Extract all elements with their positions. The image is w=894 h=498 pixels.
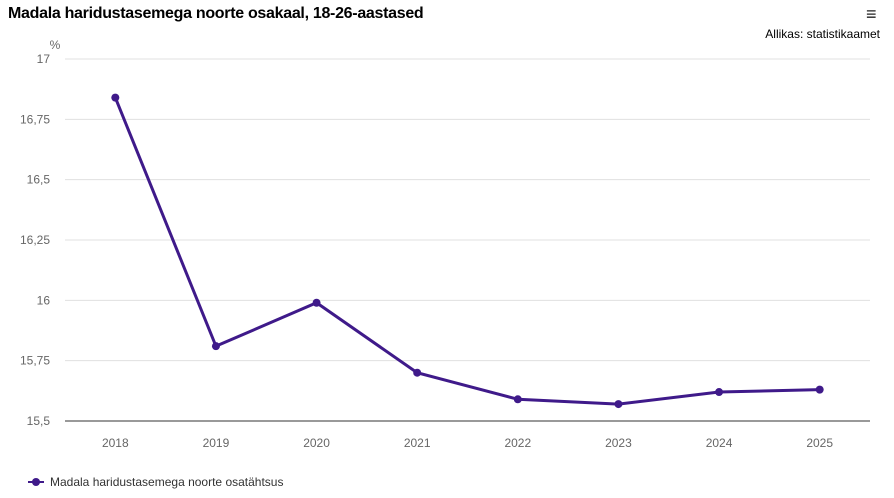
line-chart: % 15,5 15,75 16 16,25 16,5 16,75 17 2018 2019 202… <box>20 38 870 450</box>
data-point-2025[interactable] <box>815 385 824 394</box>
y-axis-label: % <box>50 38 61 52</box>
x-tick-label: 2020 <box>303 436 330 450</box>
x-tick-label: 2023 <box>605 436 632 450</box>
y-tick-label: 16,25 <box>20 233 50 247</box>
series-line <box>113 97 820 406</box>
x-tick-label: 2019 <box>203 436 230 450</box>
data-point-2019[interactable] <box>211 342 220 351</box>
x-tick-label: 2021 <box>404 436 431 450</box>
x-tick-label: 2025 <box>806 436 833 450</box>
legend-marker-icon <box>28 478 44 486</box>
y-tick-label: 16,75 <box>20 112 50 126</box>
data-point-2018[interactable] <box>111 93 120 102</box>
y-tick-label: 15,75 <box>20 354 50 368</box>
data-point-2024[interactable] <box>715 388 724 397</box>
legend-item[interactable]: Madala haridustasemega noorte osatähtsus <box>28 475 283 489</box>
data-point-2020[interactable] <box>312 298 321 307</box>
source-label: Allikas: statistikaamet <box>765 27 880 41</box>
hamburger-menu-icon[interactable]: ≡ <box>866 4 877 24</box>
x-tick-label: 2018 <box>102 436 129 450</box>
y-tick-label: 15,5 <box>27 414 51 428</box>
x-tick-label: 2024 <box>706 436 733 450</box>
y-tick-label: 16,5 <box>27 173 51 187</box>
y-tick-label: 17 <box>37 52 51 66</box>
y-tick-label: 16 <box>37 293 51 307</box>
x-tick-label: 2022 <box>504 436 531 450</box>
chart-title: Madala haridustasemega noorte osakaal, 1… <box>8 5 424 22</box>
data-point-2023[interactable] <box>614 400 623 409</box>
data-point-2021[interactable] <box>413 368 422 377</box>
data-point-2022[interactable] <box>513 395 522 404</box>
legend-label: Madala haridustasemega noorte osatähtsus <box>50 475 284 489</box>
